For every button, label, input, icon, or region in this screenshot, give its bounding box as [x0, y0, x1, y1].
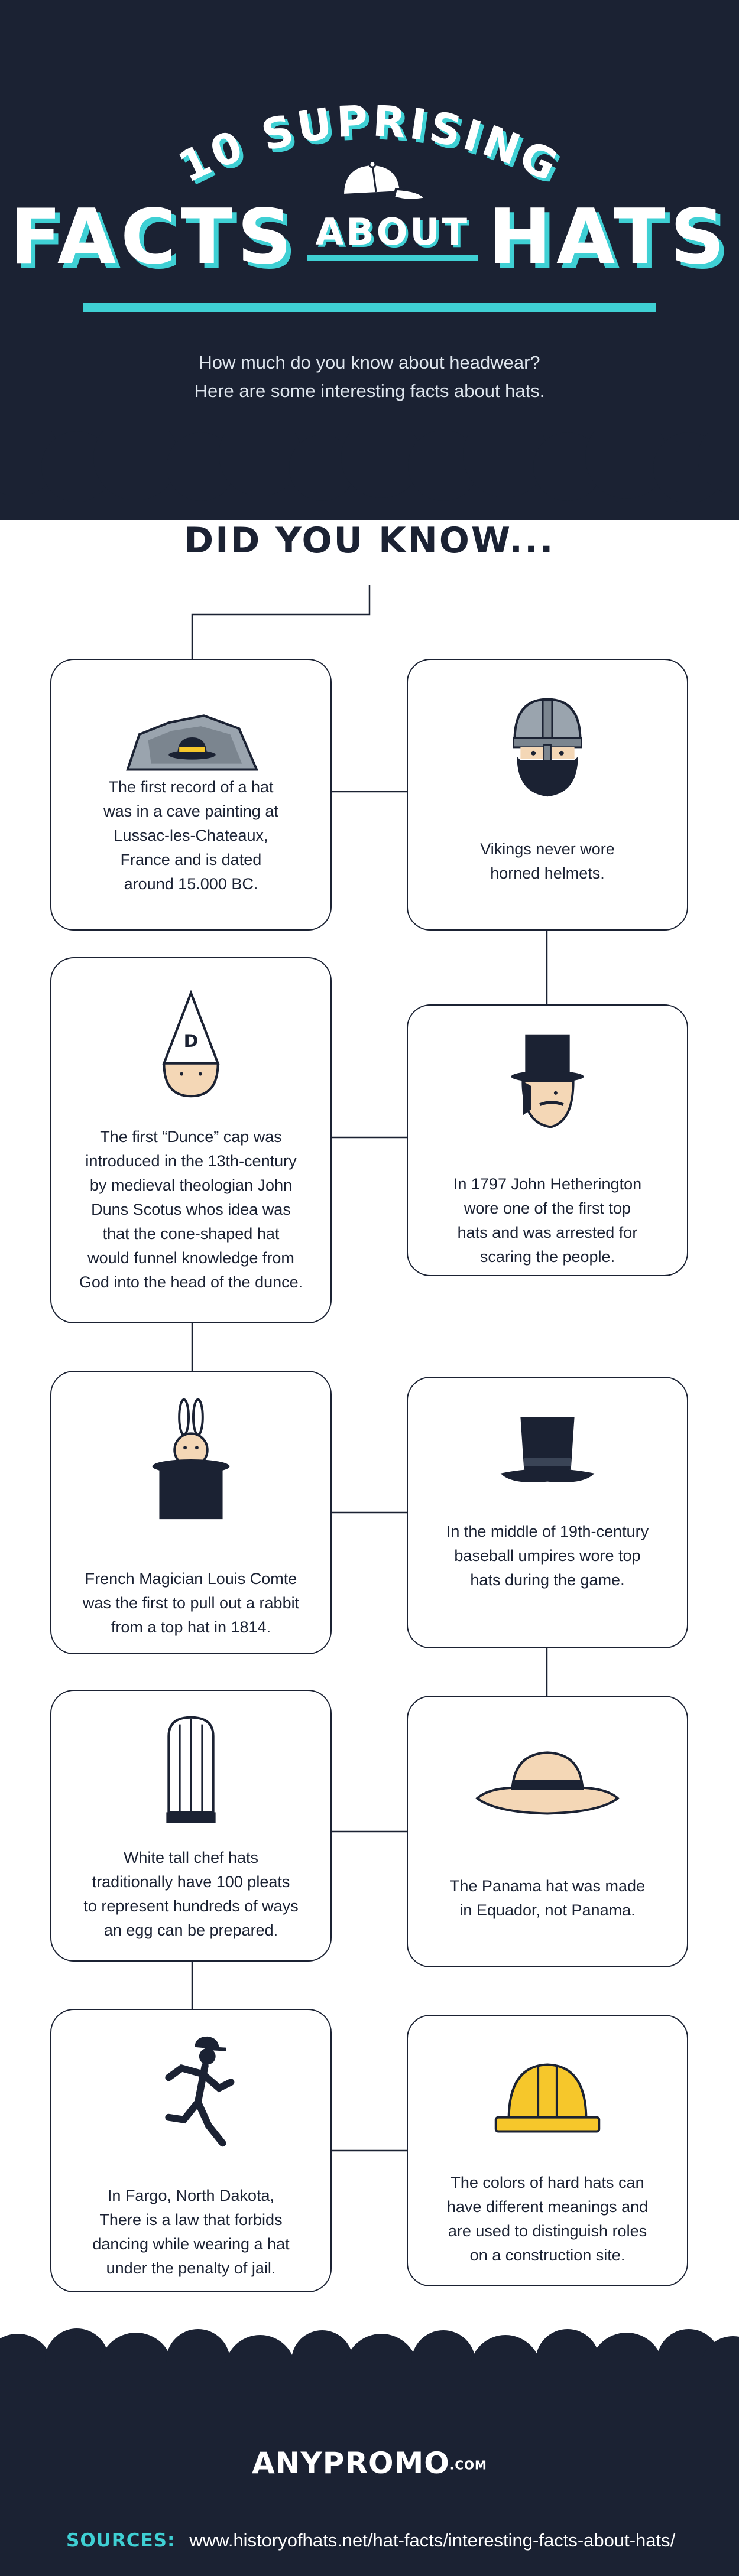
subtitle-line-1: How much do you know about headwear?: [199, 352, 540, 373]
fact-8-line-1: The Panama hat was made: [449, 1877, 646, 1895]
title-word-hats: HATS: [488, 193, 730, 281]
fact-10-line-1: The colors of hard hats can: [450, 2174, 644, 2191]
fact-4-line-4: scaring the people.: [479, 1248, 615, 1266]
fact-10-line-3: are used to distinguish roles: [448, 2222, 647, 2240]
sources: SOURCES: www.historyofhats.net/hat-facts/…: [66, 2530, 717, 2551]
fact-9-line-4: under the penalty of jail.: [106, 2259, 276, 2277]
fact-3-line-4: Duns Scotus whos idea was: [91, 1201, 291, 1218]
title-word-about: ABOUT: [307, 213, 478, 261]
fact-card-5: French Magician Louis Comte was the firs…: [50, 1371, 332, 1654]
fact-card-7: White tall chef hats traditionally have …: [50, 1690, 332, 1962]
viking-helmet-icon: [513, 698, 582, 797]
fact-7-line-2: traditionally have 100 pleats: [92, 1873, 290, 1891]
anypromo-logo: ANYPROMO.COM: [0, 2446, 739, 2480]
subtitle: How much do you know about headwear? Her…: [0, 349, 739, 405]
fact-4-line-1: In 1797 John Hetherington: [453, 1175, 642, 1193]
fact-5-line-1: French Magician Louis Comte: [85, 1570, 297, 1588]
title-main: FACTS ABOUT HATS: [0, 195, 739, 275]
fact-card-8: The Panama hat was made in Equador, not …: [407, 1696, 688, 1967]
fact-6-line-3: hats during the game.: [470, 1571, 625, 1589]
fact-card-3: D The first “Dunce” cap was introduced i…: [50, 957, 332, 1323]
chef-hat-icon: [166, 1716, 216, 1823]
title-word-facts: FACTS: [9, 193, 297, 281]
fact-10-line-2: have different meanings and: [446, 2198, 649, 2216]
sources-label: SOURCES:: [66, 2530, 176, 2551]
fact-7-line-1: White tall chef hats: [123, 1849, 259, 1866]
fact-1-line-3: Lussac-les-Chateaux,: [114, 827, 268, 844]
fact-2-line-2: horned helmets.: [490, 864, 605, 882]
title-underline: [83, 303, 656, 312]
fact-5-line-2: was the first to pull out a rabbit: [82, 1594, 300, 1612]
hard-hat-icon: [494, 2063, 601, 2133]
fact-7-line-3: to represent hundreds of ways: [83, 1897, 299, 1915]
fact-8-line-2: in Equador, not Panama.: [459, 1901, 636, 1919]
fact-5-line-3: from a top hat in 1814.: [111, 1618, 271, 1636]
fact-1-line-5: around 15.000 BC.: [124, 875, 258, 893]
top-hat-icon: [500, 1417, 595, 1482]
fact-10-line-4: on a construction site.: [469, 2246, 625, 2264]
header-cloud-edge: [0, 431, 739, 503]
fact-card-4: In 1797 John Hetherington wore one of th…: [407, 1004, 688, 1276]
fact-1-line-4: France and is dated: [120, 851, 262, 869]
did-you-know-heading: DID YOU KNOW...: [184, 520, 555, 561]
baseball-cap-icon: [341, 160, 428, 201]
sources-link[interactable]: www.historyofhats.net/hat-facts/interest…: [189, 2530, 676, 2551]
fact-3-line-3: by medieval theologian John: [89, 1176, 293, 1194]
fact-6-line-1: In the middle of 19th-century: [446, 1523, 649, 1540]
svg-text:D: D: [184, 1031, 199, 1052]
fact-9-line-1: In Fargo, North Dakota,: [107, 2187, 275, 2204]
logo-suffix: .COM: [449, 2458, 487, 2473]
dunce-cap-icon: D: [162, 990, 220, 1098]
fact-card-1: The first record of a hat was in a cave …: [50, 659, 332, 931]
fact-card-6: In the middle of 19th-century baseball u…: [407, 1377, 688, 1648]
fact-6-line-2: baseball umpires wore top: [454, 1547, 641, 1565]
fact-2-line-1: Vikings never wore: [480, 840, 615, 858]
fact-card-2: Vikings never wore horned helmets.: [407, 659, 688, 931]
title-top-arc: 10 SUPRISING 10 SUPRISING: [171, 96, 568, 201]
fact-3-line-5: that the cone-shaped hat: [102, 1225, 280, 1243]
fact-7-line-4: an egg can be prepared.: [103, 1921, 278, 1939]
fact-1-line-2: was in a cave painting at: [103, 802, 278, 820]
fact-9-line-2: There is a law that forbids: [99, 2211, 283, 2229]
fact-3-line-2: introduced in the 13th-century: [85, 1152, 297, 1170]
fact-4-line-2: wore one of the first top: [464, 1199, 631, 1217]
fact-9-line-3: dancing while wearing a hat: [92, 2235, 290, 2253]
footer-banner: [0, 2363, 739, 2576]
fact-1-line-1: The first record of a hat: [108, 778, 274, 796]
fact-3-line-1: The first “Dunce” cap was: [100, 1128, 282, 1146]
fact-card-10: The colors of hard hats can have differe…: [407, 2015, 688, 2286]
logo-text: ANYPROMO: [252, 2446, 450, 2480]
fact-3-line-6: would funnel knowledge from: [87, 1249, 294, 1267]
panama-hat-icon: [475, 1751, 620, 1815]
top-hat-man-icon: [511, 1034, 584, 1128]
fact-4-line-3: hats and was arrested for: [457, 1224, 638, 1241]
fact-card-9: In Fargo, North Dakota, There is a law t…: [50, 2009, 332, 2292]
subtitle-line-2: Here are some interesting facts about ha…: [194, 380, 545, 401]
cave-painting-hat-icon: [126, 714, 259, 771]
dancing-man-icon: [165, 2036, 235, 2147]
fact-3-line-7: God into the head of the dunce.: [79, 1273, 303, 1291]
rabbit-in-hat-icon: [152, 1398, 230, 1520]
